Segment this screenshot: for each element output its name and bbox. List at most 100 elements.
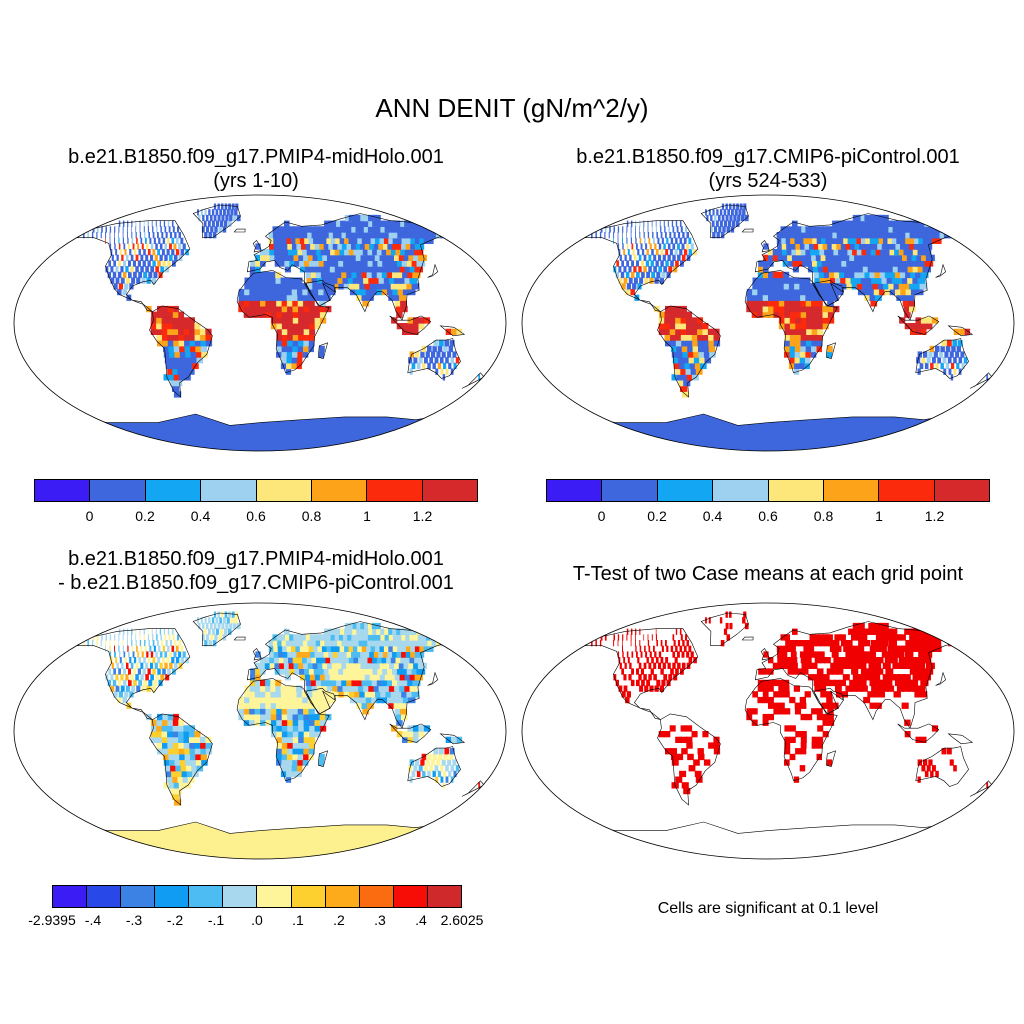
grid-cell: [917, 249, 927, 256]
grid-cell: [171, 628, 174, 635]
grid-cell: [768, 271, 774, 279]
grid-cell: [621, 668, 624, 675]
grid-cell: [395, 713, 403, 721]
grid-cell: [778, 294, 785, 301]
grid-cell: [690, 651, 694, 658]
grid-cell: [681, 345, 689, 353]
grid-cell: [399, 702, 407, 709]
grid-cell: [281, 748, 288, 755]
grid-cell: [900, 243, 909, 250]
grid-cell: [334, 249, 342, 256]
grid-cell: [422, 362, 426, 370]
grid-cell: [847, 657, 855, 664]
colorbar-ticks-top-left: 0 0.2 0.4 0.6 0.8 1 1.2: [34, 508, 478, 526]
grid-cell: [130, 254, 134, 261]
colorbar-tick-label: 0.8: [301, 508, 322, 524]
grid-cell: [215, 209, 219, 216]
grid-cell: [960, 351, 965, 358]
grid-cell: [896, 634, 906, 641]
grid-cell: [270, 300, 277, 307]
grid-cell: [343, 226, 351, 233]
grid-cell: [243, 719, 250, 726]
grid-cell: [912, 277, 921, 284]
grid-cell: [349, 266, 358, 273]
grid-cell: [409, 657, 419, 664]
grid-cell: [123, 668, 126, 675]
grid-cell: [274, 260, 281, 267]
grid-cell: [350, 662, 359, 669]
grid-cell: [619, 662, 622, 669]
grid-cell: [291, 696, 298, 704]
grid-cell: [145, 645, 147, 652]
colorbar-tick-label: .4: [415, 912, 427, 928]
grid-cell: [456, 736, 463, 743]
grid-cell: [832, 220, 840, 227]
grid-cell: [290, 232, 296, 239]
grid-cell: [795, 317, 802, 324]
grid-cell: [879, 288, 887, 296]
grid-cell: [109, 634, 112, 641]
grid-cell: [378, 243, 387, 250]
grid-cell: [794, 351, 801, 358]
grid-cell: [901, 702, 909, 709]
grid-cell: [686, 736, 693, 743]
grid-cell: [823, 640, 831, 647]
grid-cell: [378, 277, 387, 284]
grid-cell: [806, 328, 813, 335]
grid-cell: [390, 249, 400, 256]
grid-cell: [402, 696, 411, 704]
grid-cell: [413, 357, 418, 364]
grid-cell: [867, 691, 875, 698]
grid-cell: [167, 340, 175, 347]
grid-cell: [167, 220, 170, 227]
grid-cell: [109, 651, 112, 658]
grid-cell: [723, 209, 727, 216]
grid-cell: [179, 753, 186, 761]
grid-cell: [287, 317, 294, 324]
grid-cell: [361, 702, 369, 709]
grid-cell: [768, 679, 774, 687]
grid-cell: [395, 283, 404, 290]
grid-cell: [304, 266, 312, 273]
grid-cell: [287, 311, 294, 318]
grid-cell: [332, 651, 340, 658]
grid-cell: [161, 736, 168, 743]
grid-cell: [874, 645, 883, 652]
grid-cell: [135, 674, 139, 681]
grid-cell: [924, 628, 935, 635]
grid-cell: [368, 685, 376, 692]
grid-cell: [768, 713, 774, 721]
grid-cell: [404, 249, 414, 256]
grid-cell: [909, 283, 917, 290]
grid-cell: [270, 317, 277, 324]
grid-cell: [281, 725, 288, 732]
grid-cell: [190, 351, 198, 358]
grid-cell: [330, 645, 338, 652]
grid-cell: [942, 357, 947, 364]
grid-cell: [354, 232, 363, 239]
grid-cell: [120, 277, 125, 284]
grid-cell: [437, 770, 442, 778]
grid-cell: [665, 232, 667, 239]
grid-cell: [723, 220, 728, 227]
grid-cell: [335, 237, 343, 244]
grid-cell: [830, 226, 838, 233]
grid-cell: [599, 640, 602, 647]
grid-cell: [886, 243, 895, 250]
grid-cell: [957, 340, 963, 347]
grid-cell: [286, 283, 293, 290]
grid-cell: [180, 645, 184, 652]
grid-cell: [643, 266, 647, 273]
grid-cell: [763, 651, 769, 658]
grid-cell: [891, 237, 901, 244]
grid-cell: [394, 662, 403, 669]
grid-cell: [292, 311, 299, 318]
grid-cell: [868, 288, 876, 296]
grid-cell: [757, 277, 764, 284]
grid-cell: [958, 357, 963, 364]
grid-cell: [664, 317, 671, 324]
grid-cell: [803, 237, 810, 244]
grid-cell: [169, 254, 173, 261]
grid-cell: [791, 662, 798, 669]
grid-cell: [401, 243, 411, 250]
